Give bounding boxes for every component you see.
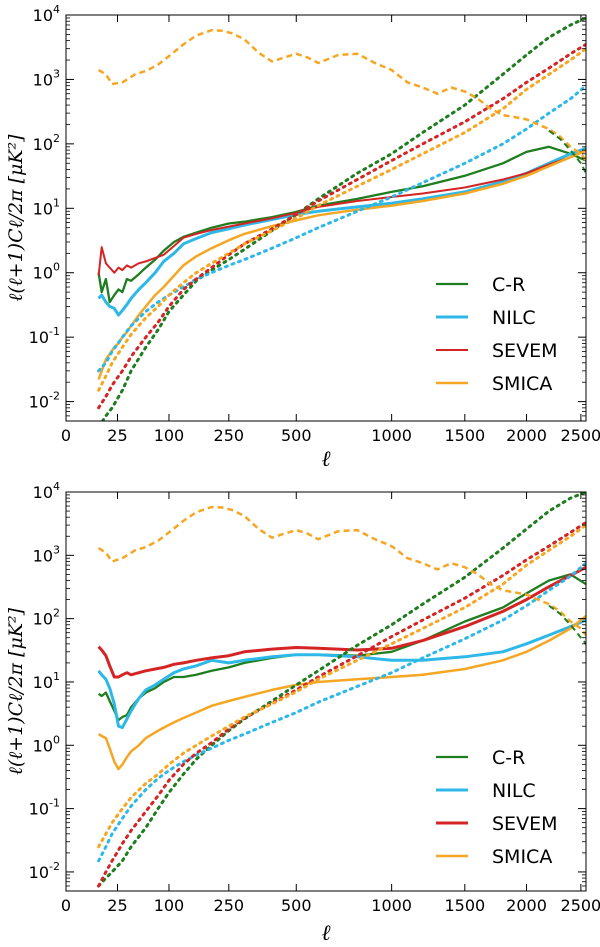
plot-area bbox=[97, 492, 586, 888]
series-nilc-line bbox=[97, 618, 586, 730]
legend-label: SEVEM bbox=[492, 813, 557, 835]
x-tick-label: 1000 bbox=[371, 426, 412, 445]
y-tick-label: 10-1 bbox=[29, 797, 60, 819]
x-tick-label: 1500 bbox=[444, 426, 485, 445]
x-tick-label: 2500 bbox=[561, 896, 600, 915]
x-tick-label: 2000 bbox=[506, 426, 547, 445]
series-nilc-noise-line bbox=[97, 84, 586, 373]
chart-panel-bottom: 0 25 100 250 500 1000 1500 2000 2500 10-2 10-1 100 1… bbox=[5, 480, 600, 946]
y-tick-label: 104 bbox=[33, 3, 60, 25]
legend-label: SMICA bbox=[492, 846, 552, 868]
y-tick-label: 100 bbox=[33, 733, 60, 755]
series-sevem-noise-line bbox=[97, 42, 586, 410]
legend: C-R NILC SEVEM SMICA bbox=[436, 274, 557, 395]
x-tick-label: 0 bbox=[61, 896, 71, 915]
legend: C-R NILC SEVEM SMICA bbox=[436, 747, 557, 868]
y-tick-label: 10-1 bbox=[29, 325, 60, 347]
series-smica-noise-line bbox=[97, 523, 586, 849]
legend-label: C-R bbox=[492, 747, 525, 769]
y-tick-label: 103 bbox=[33, 67, 60, 89]
series-smica-line bbox=[97, 615, 586, 771]
series-signal-line bbox=[97, 28, 586, 162]
y-tick-label: 101 bbox=[33, 670, 60, 692]
plot-area bbox=[97, 16, 586, 421]
series-signal-line bbox=[97, 505, 586, 636]
y-tick-label: 104 bbox=[33, 480, 60, 502]
series-sevem-line bbox=[97, 565, 586, 679]
y-tick-label: 10-2 bbox=[29, 860, 60, 882]
series-nilc-line bbox=[97, 146, 586, 317]
series-c-r-noise-line bbox=[100, 16, 586, 421]
legend-label: C-R bbox=[492, 274, 525, 296]
x-tick-label: 25 bbox=[107, 896, 127, 915]
y-tick-label: 103 bbox=[33, 543, 60, 565]
x-tick-label: 2500 bbox=[561, 426, 600, 445]
x-tick-label: 2000 bbox=[506, 896, 547, 915]
legend-label: SMICA bbox=[492, 373, 552, 395]
x-tick-label: 1500 bbox=[444, 896, 485, 915]
chart-panel-top: 0 25 100 250 500 1000 1500 2000 2500 10-2 10-1 100 1… bbox=[5, 3, 600, 472]
series-nilc-noise-line bbox=[97, 561, 586, 863]
x-tick-label: 1000 bbox=[371, 896, 412, 915]
y-axis-label: ℓ(ℓ+1)Cℓ/2π [μK²] bbox=[5, 607, 27, 775]
x-tick-label: 0 bbox=[61, 426, 71, 445]
y-tick-label: 101 bbox=[33, 196, 60, 218]
legend-label: NILC bbox=[492, 780, 536, 802]
x-tick-label: 25 bbox=[107, 426, 127, 445]
x-tick-label: 100 bbox=[154, 896, 185, 915]
x-tick-label: 250 bbox=[214, 896, 245, 915]
series-c-r-line bbox=[97, 145, 586, 304]
x-tick-label: 100 bbox=[154, 426, 185, 445]
x-tick-label: 250 bbox=[214, 426, 245, 445]
series-sevem-line bbox=[97, 149, 586, 276]
y-tick-label: 102 bbox=[33, 607, 60, 629]
y-axis-label: ℓ(ℓ+1)Cℓ/2π [μK²] bbox=[5, 134, 27, 302]
x-tick-label: 500 bbox=[281, 426, 312, 445]
x-tick-label: 500 bbox=[281, 896, 312, 915]
series-smica-noise-line bbox=[97, 47, 586, 392]
y-tick-label: 100 bbox=[33, 261, 60, 283]
x-axis-label: ℓ bbox=[321, 447, 331, 472]
legend-label: NILC bbox=[492, 307, 536, 329]
y-tick-label: 102 bbox=[33, 132, 60, 154]
legend-label: SEVEM bbox=[492, 340, 557, 362]
y-tick-label: 10-2 bbox=[29, 390, 60, 412]
x-axis-label: ℓ bbox=[321, 921, 331, 946]
